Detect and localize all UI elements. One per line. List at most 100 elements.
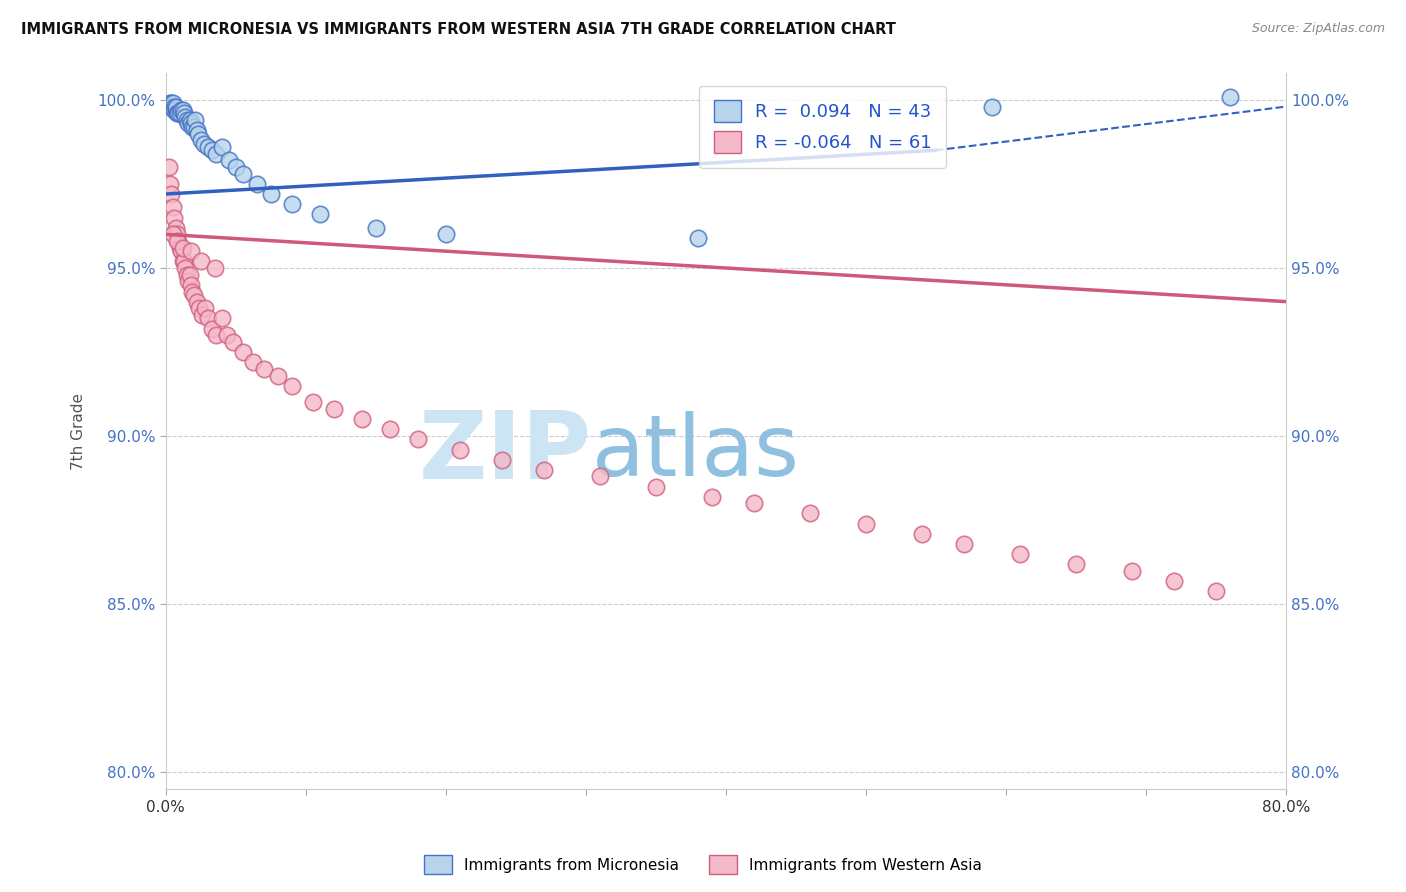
Point <box>166 106 188 120</box>
Point <box>172 103 194 117</box>
Point <box>174 260 197 275</box>
Point <box>173 106 195 120</box>
Point <box>281 197 304 211</box>
Point <box>1064 557 1087 571</box>
Point <box>165 100 187 114</box>
Point <box>434 227 457 242</box>
Point <box>218 153 240 168</box>
Point <box>186 294 208 309</box>
Point <box>201 144 224 158</box>
Point <box>159 96 181 111</box>
Point <box>187 127 209 141</box>
Point <box>162 201 184 215</box>
Point <box>172 254 194 268</box>
Point <box>160 100 183 114</box>
Point <box>308 207 330 221</box>
Point <box>183 120 205 134</box>
Y-axis label: 7th Grade: 7th Grade <box>72 392 86 469</box>
Point <box>183 288 205 302</box>
Point <box>267 368 290 383</box>
Point <box>980 100 1002 114</box>
Point <box>188 301 211 316</box>
Point <box>700 490 723 504</box>
Point <box>160 96 183 111</box>
Point <box>686 231 709 245</box>
Point <box>232 167 254 181</box>
Point <box>162 227 184 242</box>
Point <box>177 275 200 289</box>
Point <box>181 285 204 299</box>
Point <box>180 244 202 259</box>
Point <box>181 120 204 134</box>
Text: ZIP: ZIP <box>419 407 592 499</box>
Text: Source: ZipAtlas.com: Source: ZipAtlas.com <box>1251 22 1385 36</box>
Text: atlas: atlas <box>592 411 800 494</box>
Point <box>193 136 215 151</box>
Point <box>799 507 821 521</box>
Point <box>163 100 186 114</box>
Point <box>174 110 197 124</box>
Point <box>350 412 373 426</box>
Point <box>589 469 612 483</box>
Point <box>406 433 429 447</box>
Point <box>242 355 264 369</box>
Point <box>222 334 245 349</box>
Point <box>177 116 200 130</box>
Point <box>190 254 212 268</box>
Point <box>176 268 198 282</box>
Point <box>180 277 202 292</box>
Point <box>162 100 184 114</box>
Point <box>225 160 247 174</box>
Point <box>281 378 304 392</box>
Point <box>186 123 208 137</box>
Point <box>301 395 323 409</box>
Text: IMMIGRANTS FROM MICRONESIA VS IMMIGRANTS FROM WESTERN ASIA 7TH GRADE CORRELATION: IMMIGRANTS FROM MICRONESIA VS IMMIGRANTS… <box>21 22 896 37</box>
Point <box>169 106 191 120</box>
Point <box>176 113 198 128</box>
Point <box>165 220 187 235</box>
Point <box>166 227 188 242</box>
Point <box>855 516 877 531</box>
Point <box>644 479 666 493</box>
Point <box>378 422 401 436</box>
Point <box>1219 89 1241 103</box>
Point <box>157 160 180 174</box>
Point <box>322 402 344 417</box>
Point <box>163 211 186 225</box>
Point <box>173 254 195 268</box>
Point <box>449 442 471 457</box>
Point <box>491 452 513 467</box>
Point <box>197 140 219 154</box>
Point <box>172 241 194 255</box>
Point <box>169 241 191 255</box>
Point <box>533 463 555 477</box>
Point <box>1008 547 1031 561</box>
Point <box>163 103 186 117</box>
Point <box>364 220 387 235</box>
Point <box>197 311 219 326</box>
Point <box>260 187 283 202</box>
Point <box>911 526 934 541</box>
Point <box>246 177 269 191</box>
Point <box>167 106 190 120</box>
Point <box>232 345 254 359</box>
Point <box>165 103 187 117</box>
Point <box>742 496 765 510</box>
Point <box>191 308 214 322</box>
Point <box>166 234 188 248</box>
Legend: Immigrants from Micronesia, Immigrants from Western Asia: Immigrants from Micronesia, Immigrants f… <box>418 849 988 880</box>
Point <box>170 103 193 117</box>
Point <box>253 362 276 376</box>
Point <box>204 260 226 275</box>
Point <box>180 116 202 130</box>
Point <box>160 187 183 202</box>
Point <box>190 133 212 147</box>
Point <box>1163 574 1185 588</box>
Point <box>179 113 201 128</box>
Point <box>217 328 239 343</box>
Point <box>953 537 976 551</box>
Point <box>162 96 184 111</box>
Point <box>170 244 193 259</box>
Point <box>201 321 224 335</box>
Point <box>211 140 233 154</box>
